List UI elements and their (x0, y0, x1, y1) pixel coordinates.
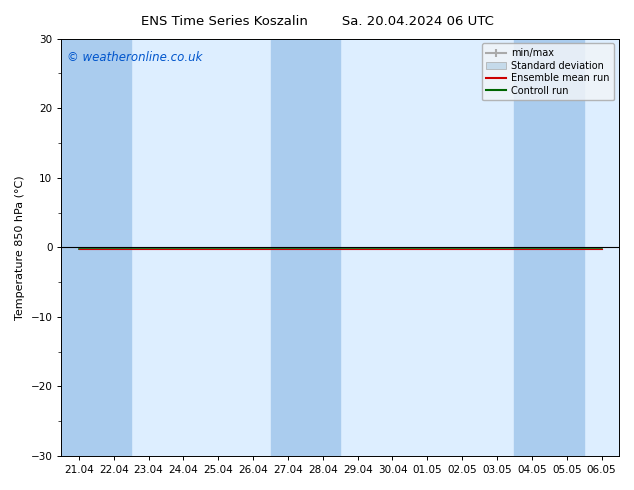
Bar (271, 39, 306, 456)
Bar (549, 39, 584, 456)
Text: © weatheronline.co.uk: © weatheronline.co.uk (67, 51, 202, 64)
Bar (306, 39, 340, 456)
Text: ENS Time Series Koszalin        Sa. 20.04.2024 06 UTC: ENS Time Series Koszalin Sa. 20.04.2024 … (141, 15, 493, 28)
Bar (96, 39, 131, 456)
Bar (61, 39, 96, 456)
Y-axis label: Temperature 850 hPa (°C): Temperature 850 hPa (°C) (15, 175, 25, 319)
Legend: min/max, Standard deviation, Ensemble mean run, Controll run: min/max, Standard deviation, Ensemble me… (482, 44, 614, 100)
Bar (514, 39, 549, 456)
